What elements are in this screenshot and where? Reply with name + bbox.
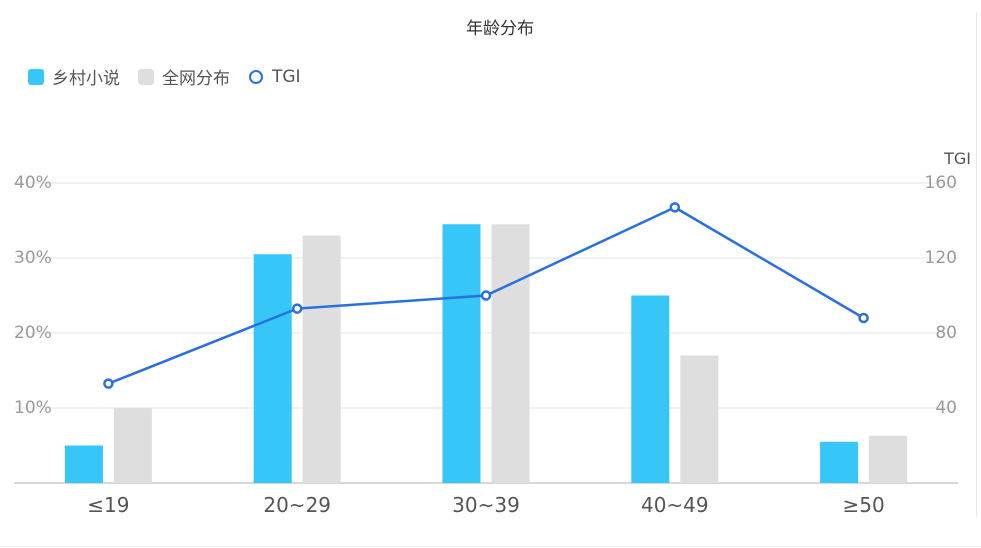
tgi-point [669,202,681,213]
x-tick-label: 30~39 [452,493,520,517]
legend-swatch-whole-network [138,68,154,85]
legend-label-rural-novel: 乡村小说 [52,69,120,89]
legend-swatch-rural-novel [28,68,44,85]
y-tick-label-right: 120 [925,248,957,268]
chart-legend: 乡村小说 全网分布 TGI [28,64,301,89]
panel-bottom-border [0,546,981,547]
panel-right-border [976,12,977,517]
y-tick-label-right: 80 [935,323,957,343]
tgi-point [291,303,303,314]
chart-title: 年龄分布 [466,19,534,39]
y-tick-label-right: 40 [935,398,957,418]
bar-rural-novel [631,295,670,483]
legend-marker-tgi [249,69,263,84]
bar-whole-network [491,224,530,483]
bar-rural-novel [442,224,481,483]
y-tick-label-left: 10% [14,398,52,418]
legend-item-rural-novel[interactable]: 乡村小说 [28,64,120,89]
y-tick-label-right: 160 [925,173,957,193]
y-tick-label-left: 30% [14,248,52,268]
legend-item-tgi[interactable]: TGI [248,67,301,87]
y-tick-label-left: 40% [14,173,52,193]
bar-rural-novel [64,445,103,483]
tgi-point [480,290,492,301]
bar-rural-novel [820,441,859,483]
bar-whole-network [680,355,719,483]
bar-whole-network [113,408,152,483]
x-tick-label: 20~29 [263,493,331,517]
y-tick-label-left: 20% [14,323,52,343]
right-axis-title: TGI [943,149,971,168]
legend-label-whole-network: 全网分布 [162,69,230,89]
x-tick-label: 40~49 [641,493,709,517]
tgi-point [103,378,114,389]
x-tick-label: ≥50 [842,493,884,517]
bar-whole-network [869,435,908,483]
bar-whole-network [302,235,341,483]
x-tick-label: ≤19 [87,493,129,517]
legend-item-whole-network[interactable]: 全网分布 [138,64,230,89]
legend-label-tgi: TGI [272,66,301,87]
bar-rural-novel [253,254,292,483]
tgi-point [858,312,869,324]
